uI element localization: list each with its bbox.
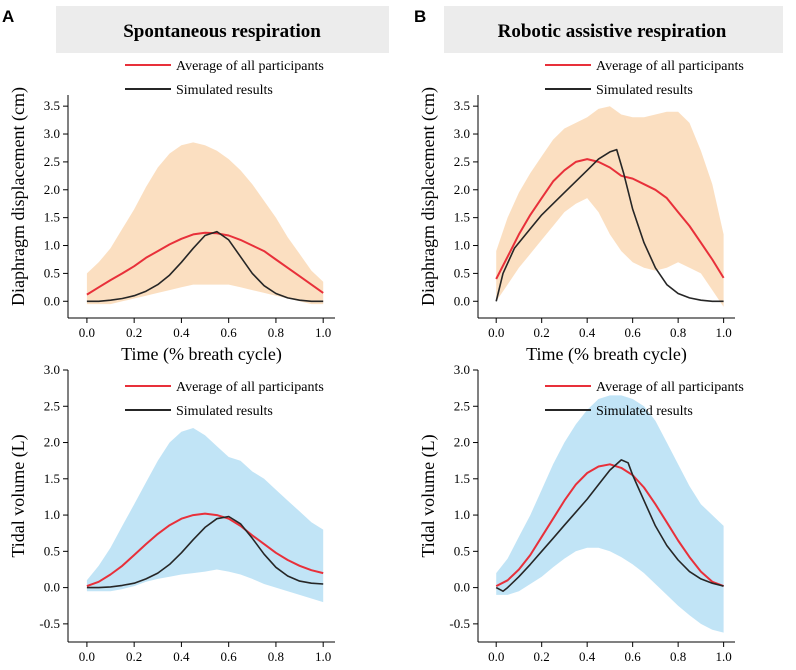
x-tick-label-A-bottom: 0.8 — [268, 649, 284, 664]
series-line-average-A-bottom — [86, 512, 324, 588]
y-axis-label-B-bottom: Tidal volume (L) — [418, 434, 439, 557]
y-tick-label-A-top: 3.0 — [44, 126, 60, 141]
y-tick-label-A-bottom: 1.0 — [44, 507, 60, 522]
x-tick-label-A-bottom: 1.0 — [315, 649, 331, 664]
x-tick-label-B-bottom: 0.2 — [534, 649, 550, 664]
x-tick-label-A-top: 0.8 — [268, 325, 284, 340]
y-tick-label-A-top: 1.5 — [44, 210, 60, 225]
y-tick-label-B-top: 3.0 — [454, 126, 470, 141]
legend-label-average-A-bottom: Average of all participants — [176, 380, 324, 395]
chart-B-top: 0.0 0.2 0.4 0.6 0.8 1.0 0.0 0.5 1.0 1.5 2.0 2.5 3.0 3… — [418, 59, 744, 365]
y-axis-label-A-bottom: Tidal volume (L) — [8, 434, 29, 557]
band-A-top — [86, 142, 324, 305]
x-axis-label-B-top: Time (% breath cycle) — [526, 344, 687, 365]
y-tick-label-B-top: 1.5 — [454, 210, 470, 225]
y-tick-label-B-bottom: 0.5 — [454, 543, 470, 558]
x-tick-label-B-top: 0.0 — [488, 325, 504, 340]
y-tick-label-B-bottom: 0.0 — [454, 580, 470, 595]
y-tick-label-B-bottom: -0.5 — [449, 616, 470, 631]
x-tick-label-A-top: 0.6 — [221, 325, 238, 340]
x-tick-label-B-bottom: 0.4 — [579, 649, 596, 664]
x-axis-label-B-bottom: Time (% breath cycle) — [526, 668, 687, 670]
y-tick-label-A-top: 1.0 — [44, 238, 60, 253]
x-tick-label-A-top: 0.0 — [79, 325, 95, 340]
x-tick-label-B-top: 1.0 — [716, 325, 732, 340]
legend-label-average-B-bottom: Average of all participants — [596, 380, 744, 395]
series-line-simulated-B-top — [495, 148, 724, 303]
chart-A-bottom: 0.0 0.2 0.4 0.6 0.8 1.0 -0.5 0.0 0.5 1.0 1.5 2.0 2.5… — [8, 362, 335, 670]
y-tick-label-A-bottom: 2.0 — [44, 435, 60, 450]
y-axis-label-B-top: Diaphragm displacement (cm) — [418, 87, 439, 306]
y-tick-label-B-top: 3.5 — [454, 98, 470, 113]
x-tick-label-A-bottom: 0.0 — [79, 649, 95, 664]
legend-label-simulated-B-top: Simulated results — [596, 83, 693, 98]
y-tick-label-A-bottom: 0.5 — [44, 543, 60, 558]
y-tick-label-B-top: 0.0 — [454, 293, 470, 308]
x-tick-label-B-top: 0.2 — [534, 325, 550, 340]
series-line-average-B-bottom — [495, 463, 724, 588]
x-tick-label-B-bottom: 0.0 — [488, 649, 504, 664]
panel-title-box-a — [56, 6, 389, 53]
x-tick-label-B-top: 0.8 — [670, 325, 686, 340]
x-tick-label-B-bottom: 1.0 — [716, 649, 732, 664]
x-tick-label-B-bottom: 0.8 — [670, 649, 686, 664]
x-tick-label-B-bottom: 0.6 — [625, 649, 642, 664]
x-axis-label-A-bottom: Time (% breath cycle) — [121, 668, 282, 670]
x-tick-label-A-bottom: 0.4 — [173, 649, 190, 664]
y-tick-label-B-bottom: 2.0 — [454, 435, 470, 450]
y-tick-label-A-bottom: 0.0 — [44, 580, 60, 595]
x-tick-label-B-top: 0.4 — [579, 325, 596, 340]
y-tick-label-B-bottom: 1.5 — [454, 471, 470, 486]
y-tick-label-B-bottom: 2.5 — [454, 398, 470, 413]
chart-B-bottom: 0.0 0.2 0.4 0.6 0.8 1.0 -0.5 0.0 0.5 1.0 1.5 2.0 2.5… — [418, 362, 744, 670]
y-tick-label-A-bottom: 1.5 — [44, 471, 60, 486]
band-A-bottom — [86, 428, 324, 603]
x-tick-label-A-top: 0.2 — [126, 325, 142, 340]
y-tick-label-A-top: 0.5 — [44, 265, 60, 280]
x-tick-label-A-bottom: 0.6 — [221, 649, 238, 664]
y-tick-label-B-top: 2.5 — [454, 154, 470, 169]
y-axis-label-A-top: Diaphragm displacement (cm) — [8, 87, 29, 306]
panel-letter-a: A — [2, 7, 14, 26]
y-tick-label-A-bottom: -0.5 — [39, 616, 60, 631]
legend-label-simulated-A-bottom: Simulated results — [176, 404, 273, 419]
legend-label-simulated-A-top: Simulated results — [176, 83, 273, 98]
y-tick-label-B-top: 2.0 — [454, 182, 470, 197]
y-tick-label-B-top: 1.0 — [454, 238, 470, 253]
y-tick-label-A-bottom: 2.5 — [44, 398, 60, 413]
y-tick-label-A-top: 0.0 — [44, 293, 60, 308]
series-line-average-A-top — [86, 231, 324, 296]
series-line-simulated-A-bottom — [86, 515, 324, 589]
panel-letter-b: B — [414, 7, 426, 26]
panel-title-box-b — [444, 6, 783, 53]
chart-A-top: 0.0 0.2 0.4 0.6 0.8 1.0 0.0 0.5 1.0 1.5 2.0 2.5 3.0 3… — [8, 59, 335, 365]
series-line-average-B-top — [495, 158, 725, 280]
y-tick-label-A-top: 3.5 — [44, 98, 60, 113]
x-axis-label-A-top: Time (% breath cycle) — [121, 344, 282, 365]
panel-title-a: Spontaneous respiration — [123, 21, 321, 42]
y-tick-label-A-bottom: 3.0 — [44, 362, 60, 377]
series-line-simulated-B-bottom — [495, 459, 724, 593]
series-line-simulated-A-top — [86, 230, 324, 303]
x-tick-label-A-bottom: 0.2 — [126, 649, 142, 664]
x-tick-label-A-top: 0.4 — [173, 325, 190, 340]
legend-label-average-A-top: Average of all participants — [176, 59, 324, 74]
band-B-top — [496, 106, 724, 307]
legend-label-simulated-B-bottom: Simulated results — [596, 404, 693, 419]
x-tick-label-A-top: 1.0 — [315, 325, 331, 340]
panel-title-b: Robotic assistive respiration — [498, 21, 727, 42]
y-tick-label-A-top: 2.0 — [44, 182, 60, 197]
legend-label-average-B-top: Average of all participants — [596, 59, 744, 74]
y-tick-label-B-bottom: 1.0 — [454, 507, 470, 522]
x-tick-label-B-top: 0.6 — [625, 325, 642, 340]
y-tick-label-B-top: 0.5 — [454, 265, 470, 280]
y-tick-label-B-bottom: 3.0 — [454, 362, 470, 377]
band-B-bottom — [496, 395, 724, 633]
y-tick-label-A-top: 2.5 — [44, 154, 60, 169]
